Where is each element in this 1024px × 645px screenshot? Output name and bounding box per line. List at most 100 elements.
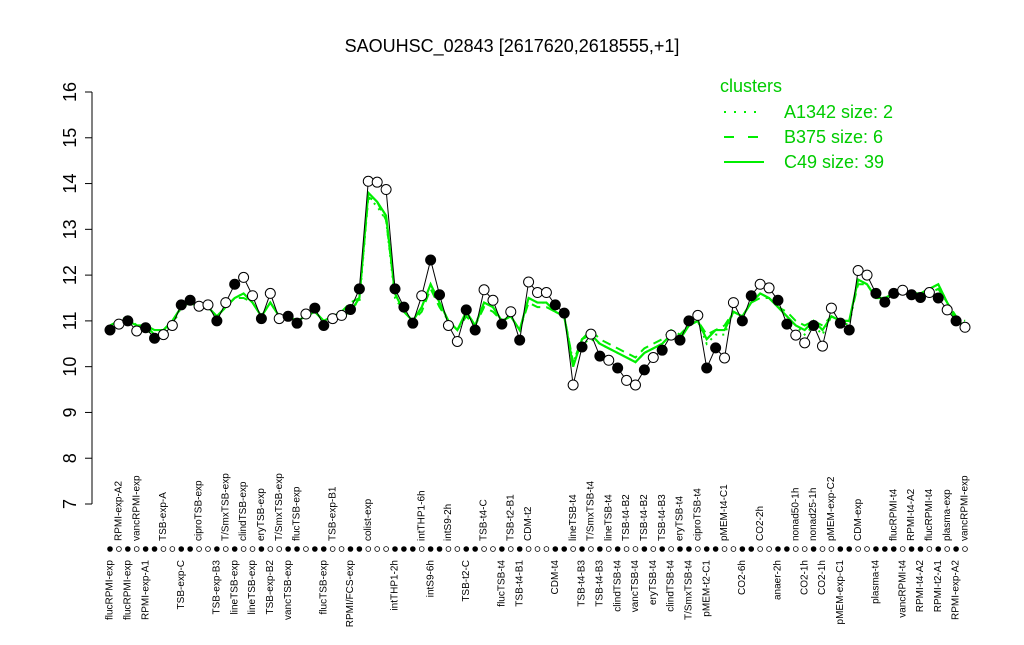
rug-dot [730,546,737,552]
data-point [496,318,508,330]
data-point [710,342,722,354]
x-tick-label: CDM-exp [853,498,864,541]
data-point [469,324,481,336]
y-tick-label: 8 [60,453,80,463]
legend-label: C49 size: 39 [784,152,884,172]
data-point [425,254,437,266]
data-point [763,282,775,294]
x-tick-label: RPMI-t2-A1 [933,560,944,613]
x-tick-label: flucTSB-exp [292,486,303,541]
rug-dot [677,546,683,552]
x-tick-label: vancTSB-t4 [630,560,641,613]
rug-dot [597,546,603,552]
data-point [549,299,561,311]
x-tick-label: CO2-6h [737,560,748,595]
rug-dot [231,546,238,552]
x-tick-label: intS9-2h [443,504,454,541]
data-point [629,379,641,391]
x-tick-label: vancRPMI-exp [131,475,142,541]
x-tick-label: CDM-t2 [523,506,534,541]
x-tick-label: CO2-1h [817,560,828,595]
data-point [852,265,864,277]
data-point [505,306,517,318]
data-point [665,329,677,341]
x-tick-label: vancRPMI-t4 [897,560,908,618]
rug-dot [427,546,434,552]
rug-dot [703,546,710,552]
rug-dot [855,546,861,552]
data-point [398,301,410,313]
rug-dot [632,546,639,552]
data-point [318,319,330,331]
rug-dot [178,546,185,552]
data-point [772,294,784,306]
data-point [309,302,321,314]
y-tick-label: 7 [60,499,80,509]
data-point [567,379,579,391]
data-point [843,324,855,336]
rug-dot [365,546,372,552]
x-tick-label: RPMI-t4-A2 [906,488,917,541]
x-tick-label: T/SmxTSB-t4 [684,560,695,620]
rug-dot [659,546,665,552]
data-point [104,324,116,336]
data-point [603,354,615,366]
data-point [701,362,713,374]
x-tick-label: ciproTSB-exp [194,480,205,541]
data-point [336,309,348,321]
x-tick-label: flucTSB-t4 [497,560,508,607]
x-tick-label: flucRPMI-t4 [924,488,935,541]
rug-dot [570,546,576,552]
rug-dot [383,546,389,552]
x-tick-label: TSB-exp-B1 [327,486,338,541]
data-point [451,335,463,347]
data-point [576,341,588,353]
data-point [834,317,846,329]
y-tick-label: 16 [60,82,80,102]
data-point [540,287,552,299]
rug-dot [534,546,541,552]
x-tick-label: clindTSB-t4 [666,560,677,612]
x-tick-label: TSB-t4-B3 [577,560,588,607]
rug-dot [792,546,799,552]
x-tick-label: CO2-1h [799,560,810,595]
rug-dot [784,546,790,552]
data-point [683,315,695,327]
x-tick-label: TSB-t2-C [461,560,472,602]
data-point [175,299,187,311]
rug-dot [828,546,835,552]
rug-dot [561,546,568,552]
rug-dot [133,546,140,552]
data-point [514,334,526,346]
data-point [184,294,196,306]
data-point [478,284,490,296]
x-tick-label: TSB-exp-B3 [212,560,223,615]
data-point [523,276,535,288]
rug-dot [588,546,594,552]
x-tick-label: TSB-exp-B2 [265,560,276,615]
rug-dot [303,546,309,552]
rug-dot [757,546,763,552]
x-tick-label: nonad25-1h [808,488,819,541]
data-point [914,292,926,304]
cluster-line [110,195,966,366]
legend-title: clusters [720,76,782,96]
rug-dot [890,546,897,552]
x-tick-label: colist-exp [363,498,374,541]
data-point [674,334,686,346]
data-point [300,308,312,320]
rug-dot [623,546,630,552]
x-tick-label: flucRPMI-exp [105,560,116,620]
rug-dot [712,546,719,552]
data-point [273,313,285,325]
rug-dot [222,546,229,552]
x-tick-label: flucRPMI-exp [122,560,133,620]
rug-dot [739,546,746,552]
rug-dot [142,546,149,552]
data-point [255,313,267,325]
y-tick-label: 10 [60,357,80,377]
data-point [692,309,704,321]
x-tick-label: eryTSB-t4 [648,560,659,605]
rug-dot [374,546,380,552]
